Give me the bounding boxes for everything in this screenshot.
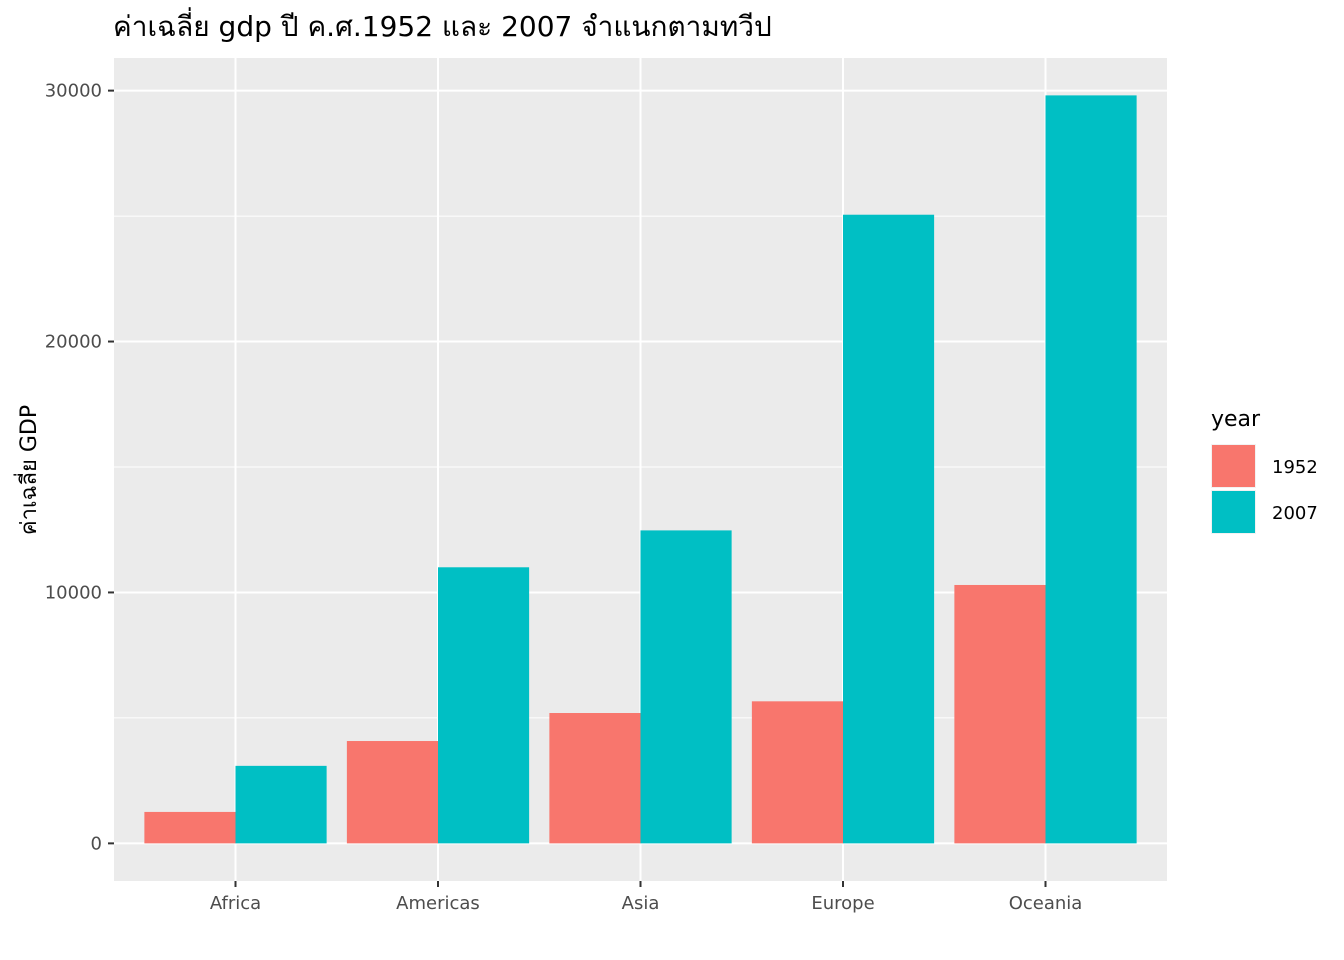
x-tick-label: Oceania: [1009, 893, 1083, 914]
bar-1952-asia: [549, 713, 641, 844]
legend-title: year: [1211, 407, 1261, 432]
bars: [144, 95, 1137, 844]
bar-2007-oceania: [1045, 95, 1137, 844]
bar-2007-europe: [843, 214, 935, 844]
bar-2007-americas: [438, 567, 530, 844]
x-axis: Africa Americas Asia Europe Oceania: [210, 881, 1082, 914]
bar-2007-asia: [640, 530, 732, 844]
legend: year 1952 2007: [1211, 407, 1318, 534]
bar-1952-oceania: [954, 584, 1046, 844]
y-tick-label: 0: [91, 833, 102, 854]
x-tick-label: Africa: [210, 893, 261, 914]
x-tick-label: Americas: [396, 893, 480, 914]
bar-1952-americas: [346, 741, 438, 844]
y-tick-label: 10000: [45, 582, 102, 603]
bar-2007-africa: [235, 765, 327, 844]
legend-label: 1952: [1272, 457, 1318, 478]
y-axis-title: ค่าเฉลี่ย GDP: [13, 405, 42, 535]
y-tick-label: 20000: [45, 332, 102, 353]
legend-label: 2007: [1272, 503, 1318, 524]
legend-swatch-1952: [1212, 445, 1255, 487]
bar-1952-europe: [751, 701, 843, 844]
x-tick-label: Asia: [622, 893, 660, 914]
chart-title: ค่าเฉลี่ย gdp ปี ค.ศ.1952 และ 2007 จำแนก…: [113, 7, 772, 43]
bar-1952-africa: [144, 811, 236, 844]
y-tick-label: 30000: [45, 81, 102, 102]
x-tick-label: Europe: [811, 893, 874, 914]
legend-swatch-2007: [1212, 491, 1255, 533]
y-axis: 0 10000 20000 30000: [45, 81, 114, 854]
